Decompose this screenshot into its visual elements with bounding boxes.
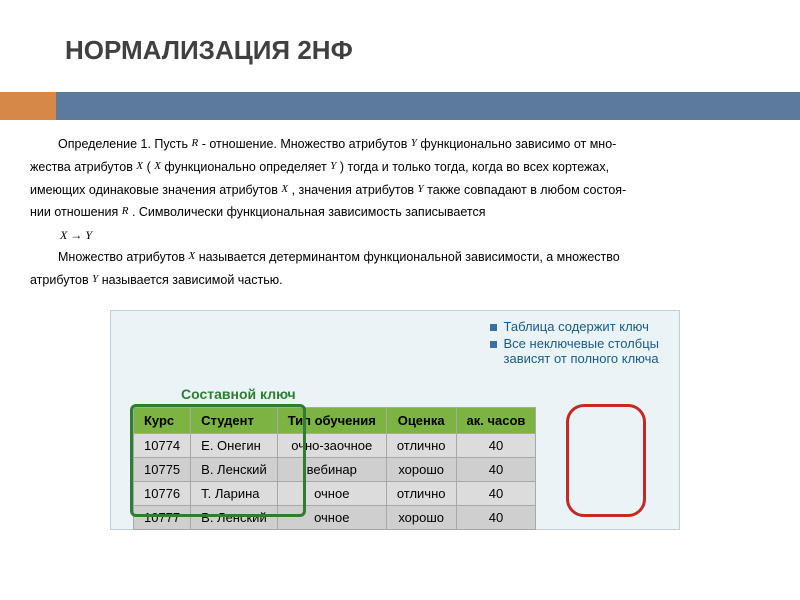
col-header: Тип обучения [277, 408, 386, 434]
col-header: Оценка [386, 408, 456, 434]
var-y: Y [418, 183, 424, 195]
bullet-text: Таблица содержит ключ [504, 319, 649, 334]
table-cell: очное [277, 506, 386, 530]
table-cell: 40 [456, 482, 536, 506]
table-cell: вебинар [277, 458, 386, 482]
table-cell: 10776 [134, 482, 191, 506]
table-cell: 40 [456, 434, 536, 458]
var-y: Y [330, 160, 336, 172]
def-text: - отношение. Множество атрибутов [202, 137, 411, 151]
page-title: НОРМАЛИЗАЦИЯ 2НФ [0, 0, 800, 66]
table-row: 10777В. Ленскийочноехорошо40 [134, 506, 536, 530]
slide: НОРМАЛИЗАЦИЯ 2НФ Определение 1. Пусть R … [0, 0, 800, 600]
table-cell: 10774 [134, 434, 191, 458]
bullet-list: Таблица содержит ключ Все неключевые сто… [490, 319, 659, 368]
table-row: 10775В. Ленскийвебинархорошо40 [134, 458, 536, 482]
var-x: X [136, 160, 143, 172]
var-r: R [191, 137, 198, 149]
def-text: также совпадают в любом состоя- [427, 183, 626, 197]
var-x: X [188, 250, 195, 262]
table-row: 10776Т. Ларинаочноеотлично40 [134, 482, 536, 506]
table-cell: отлично [386, 434, 456, 458]
def-text: . Символически функциональная зависимост… [132, 205, 486, 219]
var-r: R [122, 205, 129, 217]
bullet-text: Все неключевые столбцы [504, 336, 659, 351]
compound-key-label: Составной ключ [181, 386, 296, 402]
bullet-square-icon [490, 324, 497, 331]
def-text: функционально зависимо от мно- [420, 137, 616, 151]
table-cell: 40 [456, 506, 536, 530]
var-y: Y [92, 273, 98, 285]
def-text: , значения атрибутов [292, 183, 418, 197]
definition-text: Определение 1. Пусть R - отношение. Множ… [30, 135, 770, 294]
table-cell: хорошо [386, 506, 456, 530]
var-x: X [154, 160, 161, 172]
table-cell: хорошо [386, 458, 456, 482]
col-header: Курс [134, 408, 191, 434]
table-header-row: Курс Студент Тип обучения Оценка ак. час… [134, 408, 536, 434]
table-cell: 10775 [134, 458, 191, 482]
accent-blue [56, 92, 800, 120]
table-cell: В. Ленский [191, 506, 278, 530]
table-body: 10774Е. Онегиночно-заочноеотлично4010775… [134, 434, 536, 530]
def-text: Определение 1. Пусть [58, 137, 191, 151]
table-cell: 40 [456, 458, 536, 482]
col-header: ак. часов [456, 408, 536, 434]
def-text: атрибутов [30, 273, 92, 287]
accent-bar [0, 92, 800, 120]
data-table: Курс Студент Тип обучения Оценка ак. час… [133, 407, 536, 530]
col-header: Студент [191, 408, 278, 434]
def-text: ) тогда и только тогда, когда во всех ко… [340, 160, 609, 174]
table-cell: отлично [386, 482, 456, 506]
table-cell: Е. Онегин [191, 434, 278, 458]
table-cell: очное [277, 482, 386, 506]
formula: X → Y [60, 226, 770, 244]
def-text: функционально определяет [164, 160, 330, 174]
table-row: 10774Е. Онегиночно-заочноеотлично40 [134, 434, 536, 458]
def-text: Множество атрибутов [58, 250, 188, 264]
def-text: называется зависимой частью. [102, 273, 283, 287]
table-cell: В. Ленский [191, 458, 278, 482]
accent-orange [0, 92, 56, 120]
var-y: Y [411, 137, 417, 149]
var-x: X [281, 183, 288, 195]
bullet-square-icon [490, 341, 497, 348]
bullet-item: Таблица содержит ключ [490, 319, 659, 334]
bullet-item: Все неключевые столбцы зависят от полног… [490, 336, 659, 366]
def-text: жества атрибутов [30, 160, 136, 174]
dependent-column-highlight [566, 404, 646, 517]
table-cell: Т. Ларина [191, 482, 278, 506]
def-text: называется детерминантом функциональной … [199, 250, 620, 264]
def-text: нии отношения [30, 205, 122, 219]
def-text: имеющих одинаковые значения атрибутов [30, 183, 281, 197]
figure-panel: Таблица содержит ключ Все неключевые сто… [110, 310, 680, 530]
table-cell: 10777 [134, 506, 191, 530]
bullet-text: зависят от полного ключа [504, 351, 659, 366]
table-cell: очно-заочное [277, 434, 386, 458]
